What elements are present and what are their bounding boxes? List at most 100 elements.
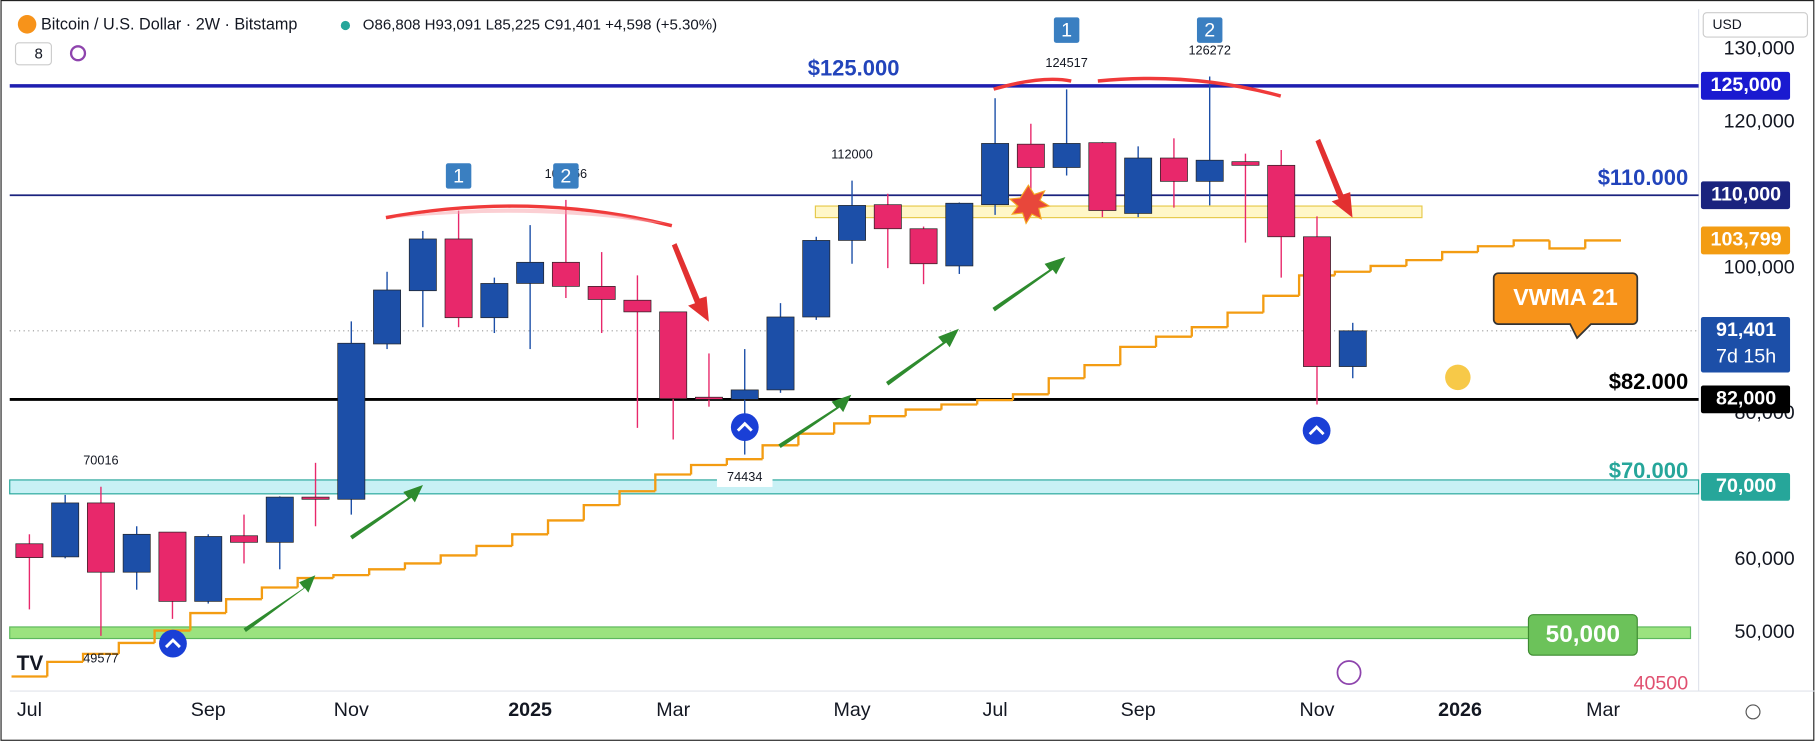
price-box-label: 82,000 <box>1716 388 1776 410</box>
red-arc <box>385 204 673 228</box>
zone-label: 50,000 <box>1546 621 1620 648</box>
vwma-step <box>1154 335 1192 347</box>
candle-body <box>981 143 1010 206</box>
candle-body <box>1267 164 1296 238</box>
wave-marker-label: 2 <box>1204 19 1215 41</box>
wave-marker <box>445 163 472 189</box>
point-label: 112000 <box>831 147 873 162</box>
vwma-step <box>654 473 692 492</box>
vwma-step <box>1548 240 1586 250</box>
status-dot <box>340 20 351 31</box>
vwma-step <box>189 611 227 631</box>
x-tick-label: Sep <box>191 699 226 721</box>
price-box-label: 103,799 <box>1711 229 1782 251</box>
price-box <box>1700 316 1791 373</box>
background-layer <box>9 84 1700 640</box>
point-label: 74434 <box>727 469 762 484</box>
wave-marker-label: 1 <box>453 165 464 187</box>
candle-body <box>444 238 473 319</box>
indicator-toggle[interactable] <box>14 42 52 66</box>
vwma-step <box>832 422 870 434</box>
candle-body <box>1124 157 1153 214</box>
vwma-step <box>618 490 656 506</box>
y-tick-label: 130,000 <box>1724 38 1795 60</box>
red-arc <box>1097 76 1282 98</box>
wave-marker-label: 1 <box>1061 19 1072 41</box>
currency: USD <box>1713 16 1742 32</box>
red-arrows <box>671 138 1353 322</box>
vwma-step <box>582 503 620 521</box>
candle-body <box>623 299 652 313</box>
candle-body <box>587 286 616 300</box>
price-box <box>1700 71 1791 100</box>
candle-body <box>122 533 151 573</box>
candle-body <box>1303 236 1331 367</box>
vwma-step <box>1011 393 1049 401</box>
candle-body <box>1088 142 1117 211</box>
red-arc <box>993 77 1072 91</box>
candle-body <box>158 531 187 602</box>
vwma-step <box>1512 239 1550 247</box>
level-annotation: $125.000 <box>808 55 900 80</box>
zone-label-box <box>1527 614 1638 656</box>
candle-body <box>1195 159 1224 182</box>
y-tick-label: 100,000 <box>1724 256 1795 278</box>
x-tick-label: 2025 <box>508 699 552 721</box>
yellow-zone <box>814 205 1423 219</box>
vwma-step <box>439 554 477 564</box>
vwma-step <box>1047 377 1085 395</box>
vwma-step <box>81 652 119 662</box>
countdown: 7d 15h <box>1716 346 1776 368</box>
vwma-step <box>1119 345 1157 366</box>
candle-body <box>1231 161 1260 166</box>
vwma-step <box>511 533 549 546</box>
currency-button[interactable] <box>1702 12 1809 38</box>
vwma-step <box>761 444 799 460</box>
level-annotation: $70.000 <box>1609 458 1688 483</box>
candle-body <box>945 202 974 267</box>
icon <box>1336 660 1362 685</box>
candle-body <box>1159 157 1188 182</box>
candle-body <box>301 496 330 500</box>
vwma-step <box>1226 311 1264 328</box>
wave-marker <box>1053 17 1080 43</box>
candle-body <box>766 316 795 391</box>
drawings: TV <box>17 76 1761 720</box>
vwma-step <box>46 660 84 677</box>
vwma-step <box>1333 270 1371 276</box>
candle-body <box>1338 330 1367 367</box>
coin-icon <box>17 15 37 34</box>
x-tick-label: Mar <box>1586 699 1620 721</box>
candle-body <box>909 228 938 265</box>
vwma-step <box>904 408 942 417</box>
alert-label: 40500 <box>1634 672 1689 694</box>
candle-body <box>15 543 44 558</box>
candle-body <box>659 311 688 400</box>
candle-body <box>695 396 723 400</box>
vwma-step <box>332 573 370 579</box>
indicator-count: 8 <box>34 45 42 62</box>
level-annotation: $82.000 <box>1609 369 1688 394</box>
settings-icon <box>1745 704 1761 720</box>
band-zone <box>9 479 1700 495</box>
vwma-step <box>1190 326 1228 337</box>
x-tick-label: Nov <box>334 699 369 721</box>
candle-body <box>194 536 223 602</box>
candle-body <box>265 496 294 543</box>
candle-body <box>1052 143 1081 168</box>
vwma-callout-label: VWMA 21 <box>1513 284 1618 310</box>
candle-body <box>802 240 831 318</box>
emoji <box>1445 364 1471 391</box>
y-tick-label: 120,000 <box>1724 110 1795 132</box>
vwma-step <box>368 568 405 576</box>
vwma-step <box>976 398 1013 405</box>
vwma-step <box>1369 264 1407 272</box>
sync-icon[interactable] <box>69 45 87 62</box>
x-tick-label: Jul <box>17 699 42 721</box>
x-tick-label: May <box>833 699 870 721</box>
x-tick-label: Jul <box>983 699 1008 721</box>
title: Bitcoin / U.S. Dollar · 2W · Bitstamp <box>41 16 297 34</box>
price-box <box>1700 226 1791 255</box>
candle-body <box>373 289 402 345</box>
